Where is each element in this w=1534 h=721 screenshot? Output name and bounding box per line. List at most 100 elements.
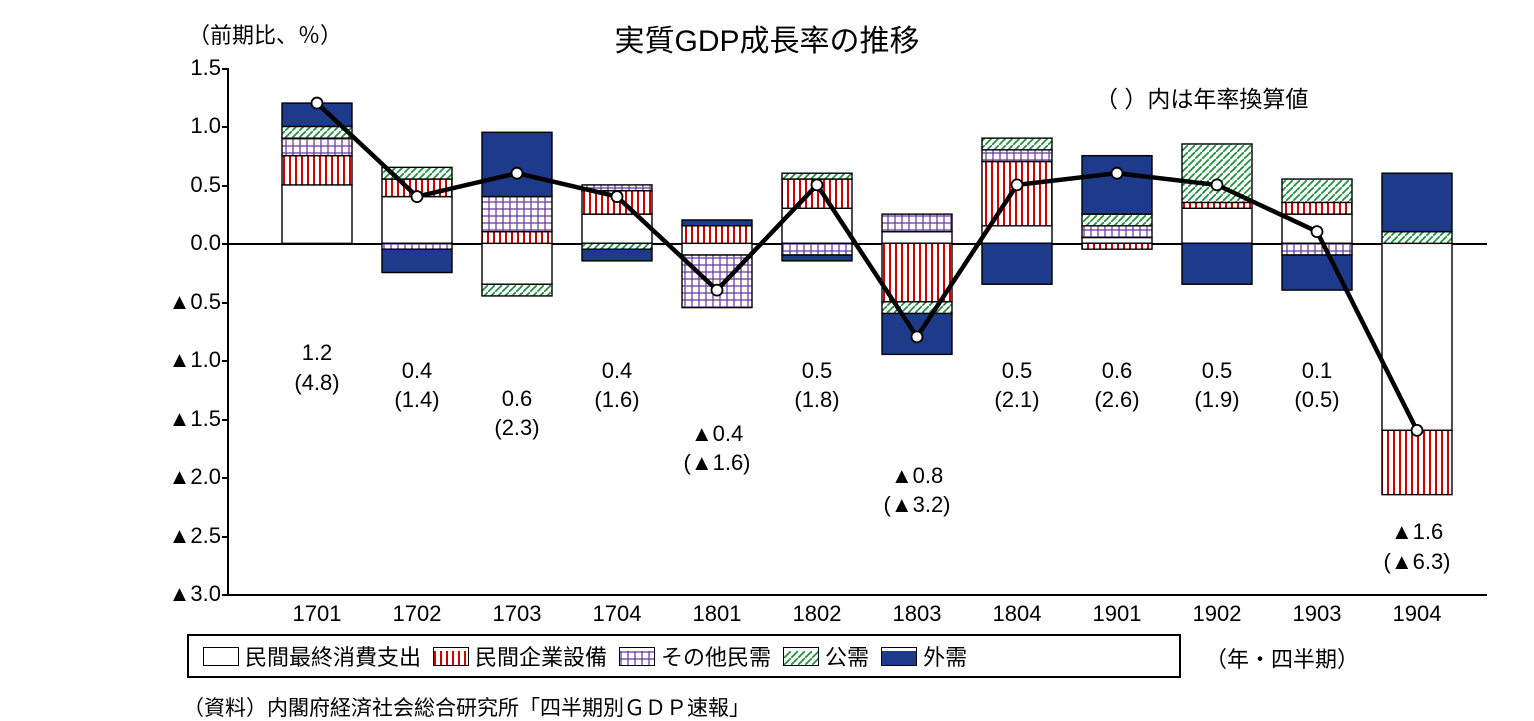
- bar-segment: [1082, 237, 1152, 243]
- ytick-label: ▲3.0: [149, 583, 221, 605]
- bar-segment: [1182, 243, 1252, 284]
- bar-segment: [1182, 202, 1252, 208]
- bar-data-label: 0.4(1.6): [594, 356, 639, 415]
- bar-segment: [582, 243, 652, 249]
- xtick-label: 1804: [967, 601, 1067, 627]
- bar-segment: [1082, 156, 1152, 214]
- bar-segment: [1382, 173, 1452, 231]
- bar-segment: [1382, 430, 1452, 494]
- line-marker: [712, 285, 723, 296]
- bar-segment: [1382, 243, 1452, 430]
- bar-segment: [1182, 208, 1252, 243]
- line-marker: [612, 191, 623, 202]
- bar-data-label: 0.6(2.3): [494, 384, 539, 443]
- bar-segment: [982, 162, 1052, 226]
- xaxis-unit-label: （年・四半期）: [1205, 642, 1359, 674]
- ytick-label: ▲1.5: [149, 408, 221, 430]
- bar-segment: [382, 197, 452, 244]
- xtick-label: 1901: [1067, 601, 1167, 627]
- legend-label: 民間最終消費支出: [245, 640, 421, 672]
- bar-segment: [482, 132, 552, 196]
- bar-segment: [582, 249, 652, 261]
- bar-segment: [1382, 232, 1452, 244]
- bar-segment: [382, 243, 452, 249]
- bar-segment: [282, 138, 352, 156]
- bar-segment: [482, 232, 552, 244]
- chart-page: 実質GDP成長率の推移 （前期比、％） （ ）内は年率換算値: [0, 0, 1534, 721]
- ytick-label: 1.0: [149, 115, 221, 137]
- bar-data-label: 0.5(1.9): [1194, 356, 1239, 415]
- source-note: （資料）内閣府経済社会総合研究所「四半期別ＧＤＰ速報」: [183, 692, 750, 721]
- bar-segment: [482, 197, 552, 232]
- bar-segment: [982, 138, 1052, 150]
- bar-data-label: 0.6(2.6): [1094, 356, 1139, 415]
- xtick-label: 1802: [767, 601, 867, 627]
- yaxis-title: （前期比、％）: [188, 18, 342, 50]
- bar-segment: [682, 243, 752, 255]
- bar-data-label: ▲1.6(▲6.3): [1383, 517, 1450, 576]
- bar-segment: [282, 185, 352, 243]
- ytick-label: ▲2.5: [149, 525, 221, 547]
- bar-data-label: 1.2(4.8): [294, 338, 339, 397]
- legend-item-investment: 民間企業設備: [433, 640, 607, 672]
- bar-segment: [882, 243, 952, 301]
- line-marker: [1312, 226, 1323, 237]
- legend-item-external: 外需: [881, 640, 967, 672]
- xtick-label: 1702: [367, 601, 467, 627]
- bar-segment: [1082, 214, 1152, 226]
- bar-segment: [982, 150, 1052, 162]
- line-marker: [512, 168, 523, 179]
- xtick-label: 1903: [1267, 601, 1367, 627]
- line-marker: [1412, 425, 1423, 436]
- ytick-label: 1.5: [149, 57, 221, 79]
- bar-segment: [1082, 243, 1152, 249]
- xtick-label: 1801: [667, 601, 767, 627]
- ytick-label: ▲0.5: [149, 291, 221, 313]
- xtick-label: 1704: [567, 601, 667, 627]
- xtick-label: 1701: [267, 601, 367, 627]
- line-marker: [1012, 179, 1023, 190]
- bar-segment: [482, 284, 552, 296]
- line-marker: [1212, 179, 1223, 190]
- line-marker: [312, 98, 323, 109]
- bar-segment: [1282, 243, 1352, 255]
- xtick-label: 1902: [1167, 601, 1267, 627]
- legend-item-other: その他民需: [619, 640, 771, 672]
- legend-item-public: 公需: [783, 640, 869, 672]
- ytick-label: ▲2.0: [149, 466, 221, 488]
- bar-segment: [982, 226, 1052, 244]
- legend-label: 外需: [923, 640, 967, 672]
- ytick-label: ▲1.0: [149, 349, 221, 371]
- legend-label: 公需: [825, 640, 869, 672]
- xtick-label: 1904: [1367, 601, 1467, 627]
- line-marker: [812, 179, 823, 190]
- xtick-label: 1703: [467, 601, 567, 627]
- bar-data-label: ▲0.8(▲3.2): [883, 461, 950, 520]
- legend-label: 民間企業設備: [475, 640, 607, 672]
- legend: 民間最終消費支出 民間企業設備 その他民需 公需 外需: [187, 634, 1181, 678]
- bar-segment: [1282, 202, 1352, 214]
- ytick-label: 0.0: [149, 232, 221, 254]
- bar-segment: [382, 249, 452, 272]
- line-marker: [912, 331, 923, 342]
- bar-segment: [782, 173, 852, 179]
- ytick-label: 0.5: [149, 174, 221, 196]
- bar-data-label: 0.4(1.4): [394, 356, 439, 415]
- bar-data-label: 0.5(1.8): [794, 356, 839, 415]
- bar-segment: [1282, 179, 1352, 202]
- bar-segment: [482, 243, 552, 284]
- plot-area: 1.51.00.50.0▲0.5▲1.0▲1.5▲2.0▲2.5▲3.01701…: [227, 68, 1487, 596]
- bar-segment: [1182, 144, 1252, 202]
- bar-segment: [882, 214, 952, 232]
- bar-data-label: ▲0.4(▲1.6): [683, 419, 750, 478]
- bar-segment: [282, 156, 352, 185]
- bar-data-label: 0.5(2.1): [994, 356, 1039, 415]
- bar-segment: [682, 220, 752, 226]
- line-marker: [412, 191, 423, 202]
- line-marker: [1112, 168, 1123, 179]
- legend-label: その他民需: [661, 640, 771, 672]
- bar-segment: [982, 243, 1052, 284]
- bar-segment: [882, 232, 952, 244]
- xtick-label: 1803: [867, 601, 967, 627]
- bar-segment: [782, 255, 852, 261]
